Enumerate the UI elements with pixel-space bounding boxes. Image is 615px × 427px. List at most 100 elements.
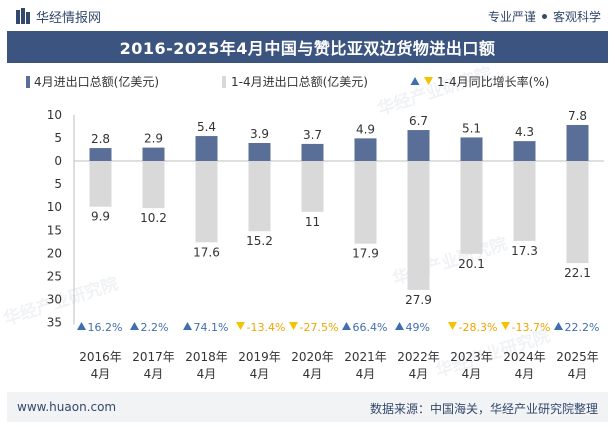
tagline-a: 专业严谨 (487, 10, 536, 24)
data-label-total: 20.1 (458, 257, 485, 271)
chart-title: 2016-2025年4月中国与赞比亚双边货物进出口额 (119, 39, 496, 58)
y-tick-label: 5 (54, 177, 62, 191)
x-tick-label-month: 4月 (197, 367, 217, 381)
y-tick-label: 10 (47, 200, 62, 214)
y-tick-label: 35 (47, 316, 62, 330)
y-tick-label: 10 (47, 108, 62, 122)
growth-up-triangle-icon (554, 322, 563, 330)
data-label-april: 4.9 (356, 122, 375, 136)
bar-april (195, 136, 218, 161)
legend-swatch-april (26, 76, 30, 88)
legend-label-growth: 1-4月同比增长率(%) (437, 74, 549, 89)
data-label-april: 5.4 (197, 120, 216, 134)
data-label-total: 27.9 (405, 293, 432, 307)
bar-april (566, 124, 589, 161)
legend-up-triangle-icon (410, 77, 420, 85)
bar-total (89, 161, 112, 207)
x-tick-label-month: 4月 (515, 367, 535, 381)
growth-label: 16.2% (88, 321, 123, 334)
growth-label: 22.2% (565, 321, 600, 334)
tagline-dot-icon (541, 14, 547, 19)
x-tick-label-year: 2019年 (238, 350, 281, 364)
data-label-april: 3.7 (303, 128, 322, 142)
growth-label: -13.7% (512, 321, 551, 334)
footer: www.huaon.com 数据来源：中国海关，华经产业研究院整理 (7, 392, 608, 422)
bar-total (195, 161, 218, 243)
data-label-april: 4.3 (515, 125, 534, 139)
x-tick-label-year: 2020年 (291, 350, 334, 364)
footer-website[interactable]: www.huaon.com (17, 400, 117, 414)
bar-april (407, 130, 430, 161)
bar-april (513, 141, 536, 161)
growth-down-triangle-icon (501, 322, 510, 330)
growth-up-triangle-icon (395, 322, 404, 330)
growth-up-triangle-icon (130, 322, 139, 330)
x-tick-label-year: 2025年 (556, 350, 599, 364)
bar-total (301, 161, 324, 212)
x-tick-label-month: 4月 (462, 367, 482, 381)
legend-swatch-total (222, 76, 226, 88)
bar-total (354, 161, 377, 244)
x-tick-label-year: 2022年 (397, 350, 440, 364)
x-tick-label-year: 2018年 (185, 350, 228, 364)
tagline-b: 客观科学 (552, 10, 601, 24)
growth-label: 2.2% (141, 321, 169, 334)
bar-total (513, 161, 536, 241)
legend-label-total: 1-4月进出口总额(亿美元) (231, 74, 368, 89)
data-label-total: 17.6 (193, 245, 220, 259)
data-label-april: 6.7 (409, 114, 428, 128)
legend-label-april: 4月进出口总额(亿美元) (34, 74, 159, 89)
x-tick-label-year: 2021年 (344, 350, 387, 364)
bar-total (460, 161, 483, 254)
growth-label: 66.4% (353, 321, 388, 334)
footer-source: 数据来源：中国海关，华经产业研究院整理 (369, 402, 598, 416)
data-label-total: 10.2 (140, 211, 167, 225)
growth-label: 49% (406, 321, 430, 334)
x-tick-label-year: 2024年 (503, 350, 546, 364)
data-label-april: 7.8 (568, 109, 587, 123)
growth-label: -28.3% (459, 321, 498, 334)
x-tick-label-month: 4月 (91, 367, 111, 381)
growth-label: 74.1% (194, 321, 229, 334)
x-tick-label-month: 4月 (303, 367, 323, 381)
watermark-text: 华经产业研究院 (375, 63, 495, 120)
x-tick-label-month: 4月 (144, 367, 164, 381)
brand-logo-icon (16, 8, 30, 24)
x-tick-label-year: 2016年 (79, 350, 122, 364)
y-tick-label: 0 (54, 154, 62, 168)
top-bar: 华经情报网 专业严谨 客观科学 (0, 0, 615, 31)
tagline: 专业严谨 客观科学 (488, 8, 601, 25)
y-tick-label: 5 (54, 131, 62, 145)
brand[interactable]: 华经情报网 (16, 7, 102, 26)
bar-april (301, 143, 324, 161)
x-tick-label-month: 4月 (356, 367, 376, 381)
bar-april (89, 148, 112, 161)
data-label-april: 5.1 (462, 121, 481, 135)
data-label-april: 3.9 (250, 127, 269, 141)
growth-up-triangle-icon (342, 322, 351, 330)
data-label-april: 2.8 (91, 132, 110, 146)
brand-name: 华经情报网 (36, 10, 102, 26)
growth-label: -27.5% (300, 321, 339, 334)
growth-down-triangle-icon (236, 322, 245, 330)
data-label-total: 17.3 (511, 244, 538, 258)
legend-down-triangle-icon (424, 77, 433, 85)
bar-total (142, 161, 165, 209)
bar-total (407, 161, 430, 290)
chart: 华经产业研究院华经产业研究院华经产业研究院华经产业研究院4月进出口总额(亿美元)… (1, 63, 604, 382)
data-label-total: 9.9 (91, 210, 110, 224)
bar-total (248, 161, 271, 232)
growth-down-triangle-icon (448, 322, 457, 330)
y-tick-label: 15 (47, 223, 62, 237)
bar-april (142, 147, 165, 161)
bar-total (566, 161, 589, 264)
bar-april (460, 137, 483, 161)
bar-april (354, 138, 377, 161)
data-label-april: 2.9 (144, 132, 163, 146)
y-tick-label: 25 (47, 270, 62, 284)
growth-down-triangle-icon (289, 322, 298, 330)
data-label-total: 11 (305, 215, 320, 229)
data-label-total: 22.1 (564, 266, 591, 280)
x-tick-label-year: 2023年 (450, 350, 493, 364)
y-tick-label: 20 (47, 246, 62, 260)
